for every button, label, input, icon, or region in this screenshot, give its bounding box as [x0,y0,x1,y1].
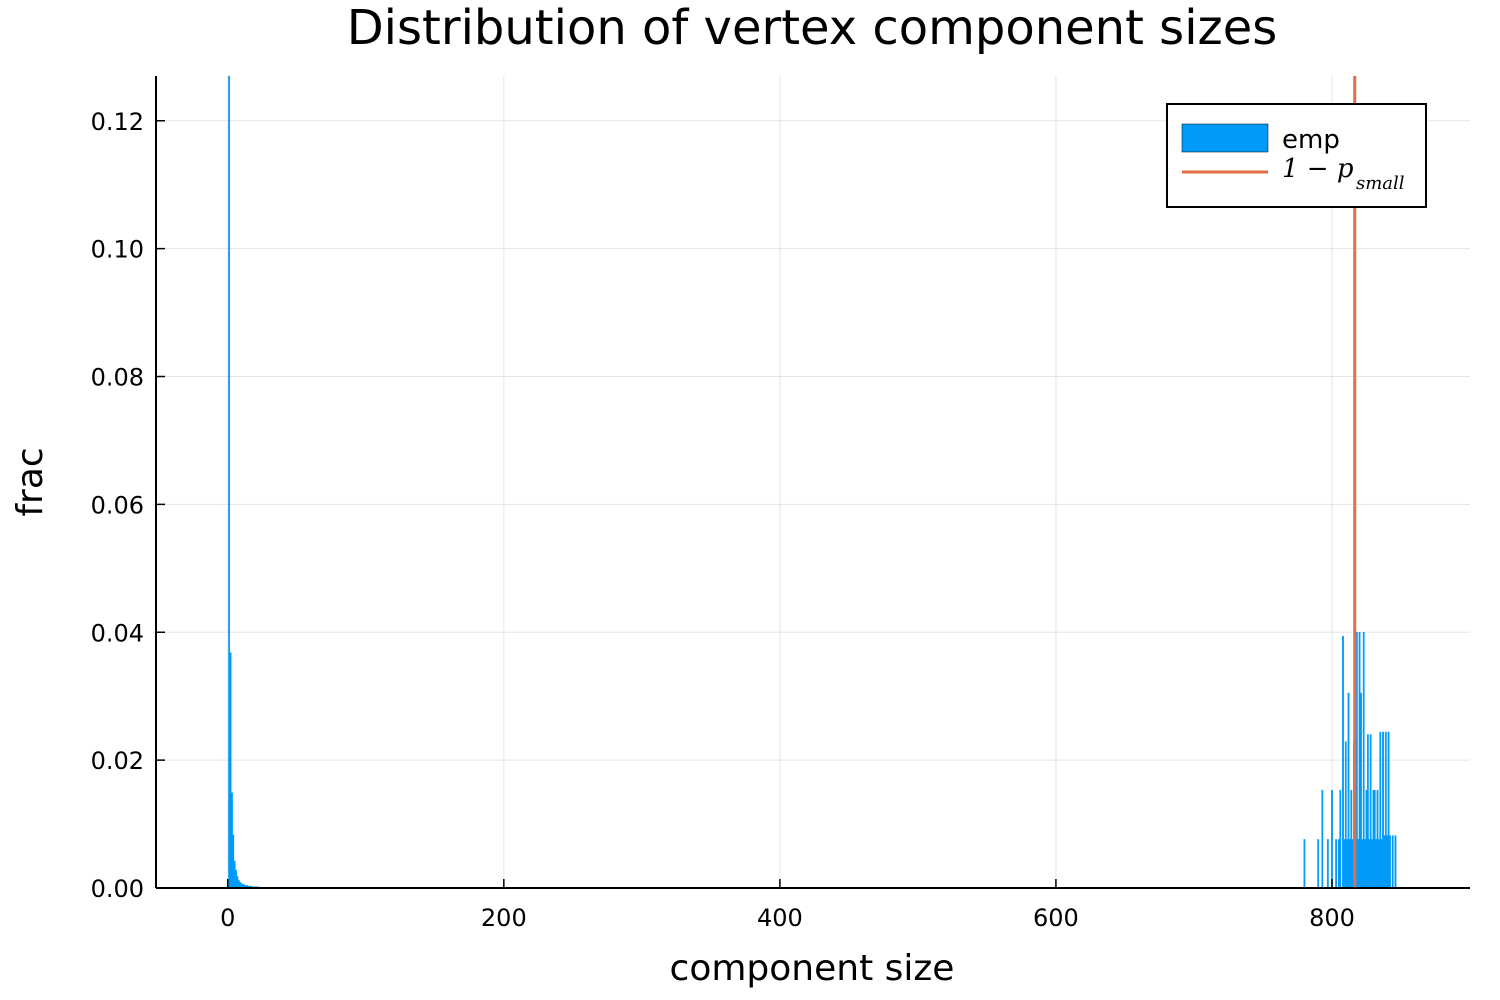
legend-label-line-subscript: small [1356,173,1405,194]
histogram-bar [1350,789,1353,889]
histogram-bar [233,860,236,889]
histogram-bar [1384,731,1387,889]
histogram-bar [1389,835,1391,889]
histogram-bar [235,869,237,889]
histogram-bar [1326,839,1329,889]
histogram-bar [1373,789,1376,889]
grid-lines [156,76,1470,889]
tick-labels: 0 200 400 600 800 0.00 0.02 0.04 0.06 0.08 0.10 0.1… [91,108,1355,932]
histogram-bar [1378,839,1380,889]
x-tick-label: 400 [757,904,803,932]
x-tick-label: 200 [481,904,527,932]
histogram-bar [1361,839,1364,889]
y-tick-label: 0.10 [91,236,144,264]
histogram-bar [232,834,235,889]
y-tick-label: 0.12 [91,108,144,136]
histogram-bar [1366,734,1369,889]
legend-swatch-emp [1181,123,1269,153]
histogram-bar [1383,835,1386,889]
legend: emp 1 − p small [1166,103,1427,208]
histogram-bar [1371,839,1373,889]
histogram-bar [1347,692,1350,889]
histogram-bar [1342,635,1344,889]
legend-box [1166,103,1427,208]
histogram-bar [1355,632,1358,889]
histogram-bar [1386,835,1389,889]
histogram-bar [1321,789,1324,889]
x-tick-label: 0 [220,904,235,932]
x-tick-label: 600 [1033,904,1079,932]
histogram-bar [1349,839,1351,889]
y-tick-label: 0.06 [91,491,144,519]
histogram-bar [1394,835,1397,889]
histogram-bar [229,652,232,889]
x-tick-label: 800 [1309,904,1355,932]
histogram-bar [1362,632,1365,889]
legend-label-emp: emp [1282,125,1340,155]
histogram-bar [1337,839,1340,889]
histogram-bar [1360,692,1362,889]
legend-label-line: 1 − p [1282,154,1354,184]
y-tick-label: 0.04 [91,619,144,647]
histogram-bar [1331,789,1333,889]
histogram-bar [1303,839,1306,889]
histogram-bar [237,880,240,889]
histogram-bar [231,792,233,889]
histogram-bar [1368,839,1371,889]
histogram-bar [1346,839,1349,889]
x-axis-label: component size [670,948,955,989]
y-tick-label: 0.02 [91,747,144,775]
axes [155,76,1470,889]
histogram-bar [1317,839,1320,889]
histogram-bar [1358,632,1361,889]
histogram-bar [1339,789,1342,889]
histogram-bar [1375,839,1378,889]
histogram-bar [1335,839,1338,889]
histogram-bar [236,876,239,889]
histogram-bar [1364,839,1366,889]
histogram-bar [1379,731,1382,889]
histogram-bar [1357,839,1360,889]
chart-title: Distribution of vertex component sizes [347,0,1278,56]
histogram-bar [1380,839,1383,889]
histogram-bar [1344,741,1347,889]
y-tick-label: 0.00 [91,875,144,903]
histogram-bar [228,75,231,889]
histogram-bar [1391,835,1394,889]
histogram-bar [1351,839,1354,889]
y-tick-label: 0.08 [91,364,144,392]
histogram-bar [1387,731,1390,889]
y-axis-label: frac [10,447,51,516]
histogram-bar [1369,734,1372,889]
histogram-bar [1382,731,1384,889]
histogram-bar [1376,789,1379,889]
histogram-bar [1365,789,1368,889]
histogram-bar [1343,839,1346,889]
histogram-bar [1372,789,1375,889]
